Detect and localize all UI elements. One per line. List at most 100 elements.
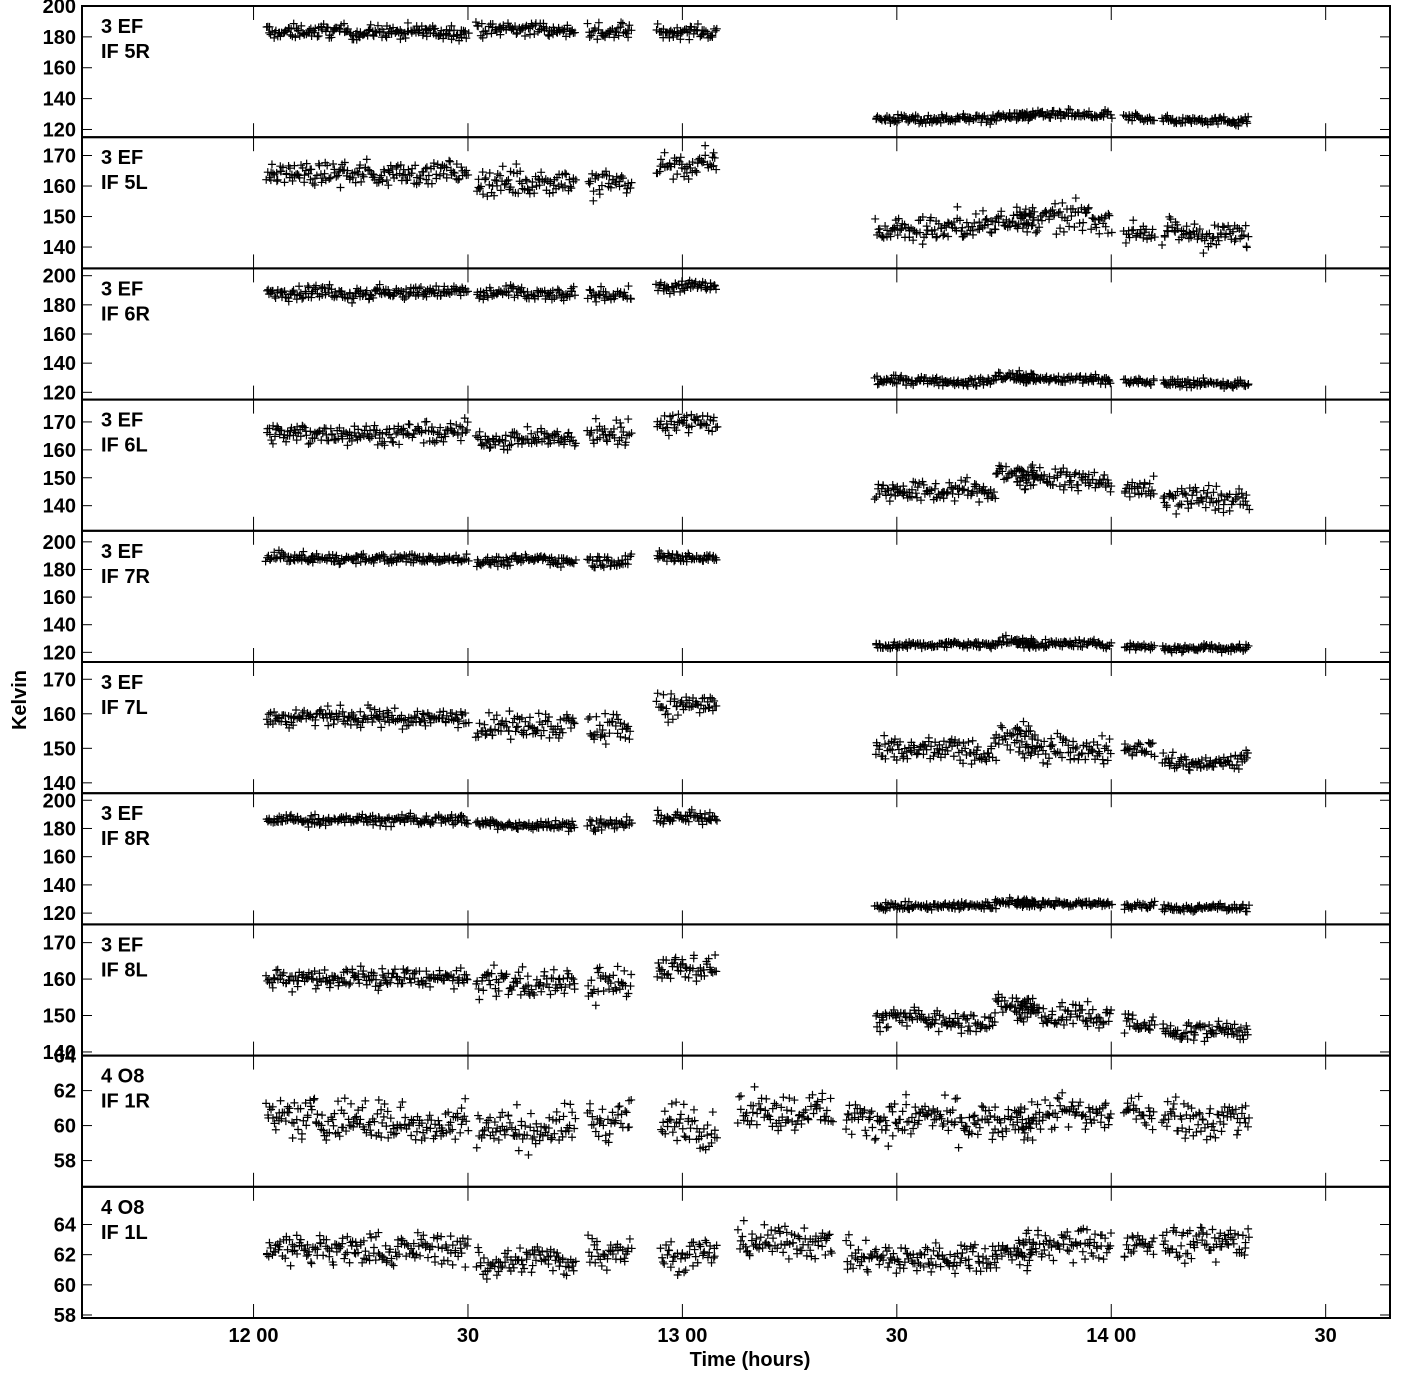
data-point [1098, 731, 1107, 740]
data-point [891, 116, 900, 125]
data-point [340, 158, 349, 167]
data-point [1069, 737, 1078, 746]
data-point [1043, 109, 1052, 118]
data-point [304, 440, 313, 449]
data-point [913, 112, 922, 121]
data-point [1079, 218, 1088, 227]
data-point [356, 707, 365, 716]
data-point [1049, 106, 1058, 115]
data-point [1190, 220, 1199, 229]
data-point [450, 169, 459, 178]
data-point [1059, 227, 1068, 236]
series-points [263, 276, 1253, 393]
y-tick-label: 140 [43, 875, 76, 897]
data-point [936, 118, 945, 127]
data-point [288, 176, 297, 185]
data-point [563, 21, 572, 30]
data-point [697, 31, 706, 40]
data-point [400, 295, 409, 304]
data-point [978, 112, 987, 121]
data-point [442, 173, 451, 182]
data-point [627, 26, 636, 35]
data-point [618, 19, 627, 28]
data-point [375, 981, 384, 990]
data-point [1121, 488, 1129, 497]
data-point [429, 159, 438, 168]
data-point [904, 117, 913, 126]
data-point [447, 21, 456, 30]
data-point [685, 35, 694, 44]
panel-label-if: IF 6R [101, 303, 150, 325]
data-point [595, 190, 604, 199]
data-point [387, 29, 396, 38]
data-point [343, 166, 352, 175]
data-point [323, 161, 332, 170]
data-point [695, 708, 704, 717]
data-point [1024, 722, 1033, 731]
data-point [493, 181, 502, 190]
data-point [612, 172, 621, 181]
data-point [489, 961, 498, 970]
data-point [485, 168, 494, 177]
data-point [490, 175, 499, 184]
data-point [324, 721, 333, 730]
data-point [1225, 506, 1234, 515]
data-point [351, 178, 360, 187]
data-point [692, 168, 701, 177]
data-point [388, 170, 397, 179]
y-tick-label: 120 [43, 119, 76, 141]
data-point [693, 20, 702, 29]
data-point [266, 176, 275, 185]
data-point [365, 166, 374, 175]
y-tick-label: 160 [43, 704, 76, 726]
data-point [324, 436, 333, 445]
data-point [1171, 117, 1180, 126]
data-point [271, 294, 280, 303]
data-point [524, 24, 533, 33]
data-point [962, 218, 971, 227]
data-point [660, 411, 669, 420]
data-point [415, 178, 424, 187]
data-point [356, 161, 365, 170]
data-point [300, 171, 309, 180]
data-point [270, 432, 279, 441]
data-point [314, 31, 323, 40]
data-point [909, 115, 918, 124]
data-point [355, 979, 364, 988]
data-point [1023, 227, 1032, 236]
data-point [660, 148, 669, 157]
data-point [909, 236, 918, 245]
data-point [371, 27, 380, 36]
data-point [1150, 116, 1159, 125]
data-point [594, 172, 603, 181]
data-point [278, 163, 287, 172]
data-point [362, 422, 371, 431]
data-point [505, 707, 514, 716]
data-point [1244, 112, 1253, 121]
data-point [308, 179, 317, 188]
data-point [378, 177, 387, 186]
data-point [879, 233, 888, 242]
data-point [653, 806, 662, 815]
panel-label-station: 3 EF [101, 934, 143, 956]
data-point [496, 171, 505, 180]
data-point [1159, 494, 1168, 503]
y-tick-label: 160 [43, 440, 76, 462]
data-point [1211, 506, 1220, 515]
data-point [310, 181, 319, 190]
data-point [280, 178, 289, 187]
data-point [585, 33, 594, 42]
data-point [897, 224, 906, 233]
data-point [619, 174, 628, 183]
data-point [955, 905, 964, 914]
data-point [510, 293, 519, 302]
series-points [262, 950, 1252, 1046]
data-point [346, 979, 355, 988]
data-point [481, 174, 490, 183]
data-point [487, 29, 496, 38]
data-point [523, 422, 532, 431]
data-point [321, 176, 330, 185]
